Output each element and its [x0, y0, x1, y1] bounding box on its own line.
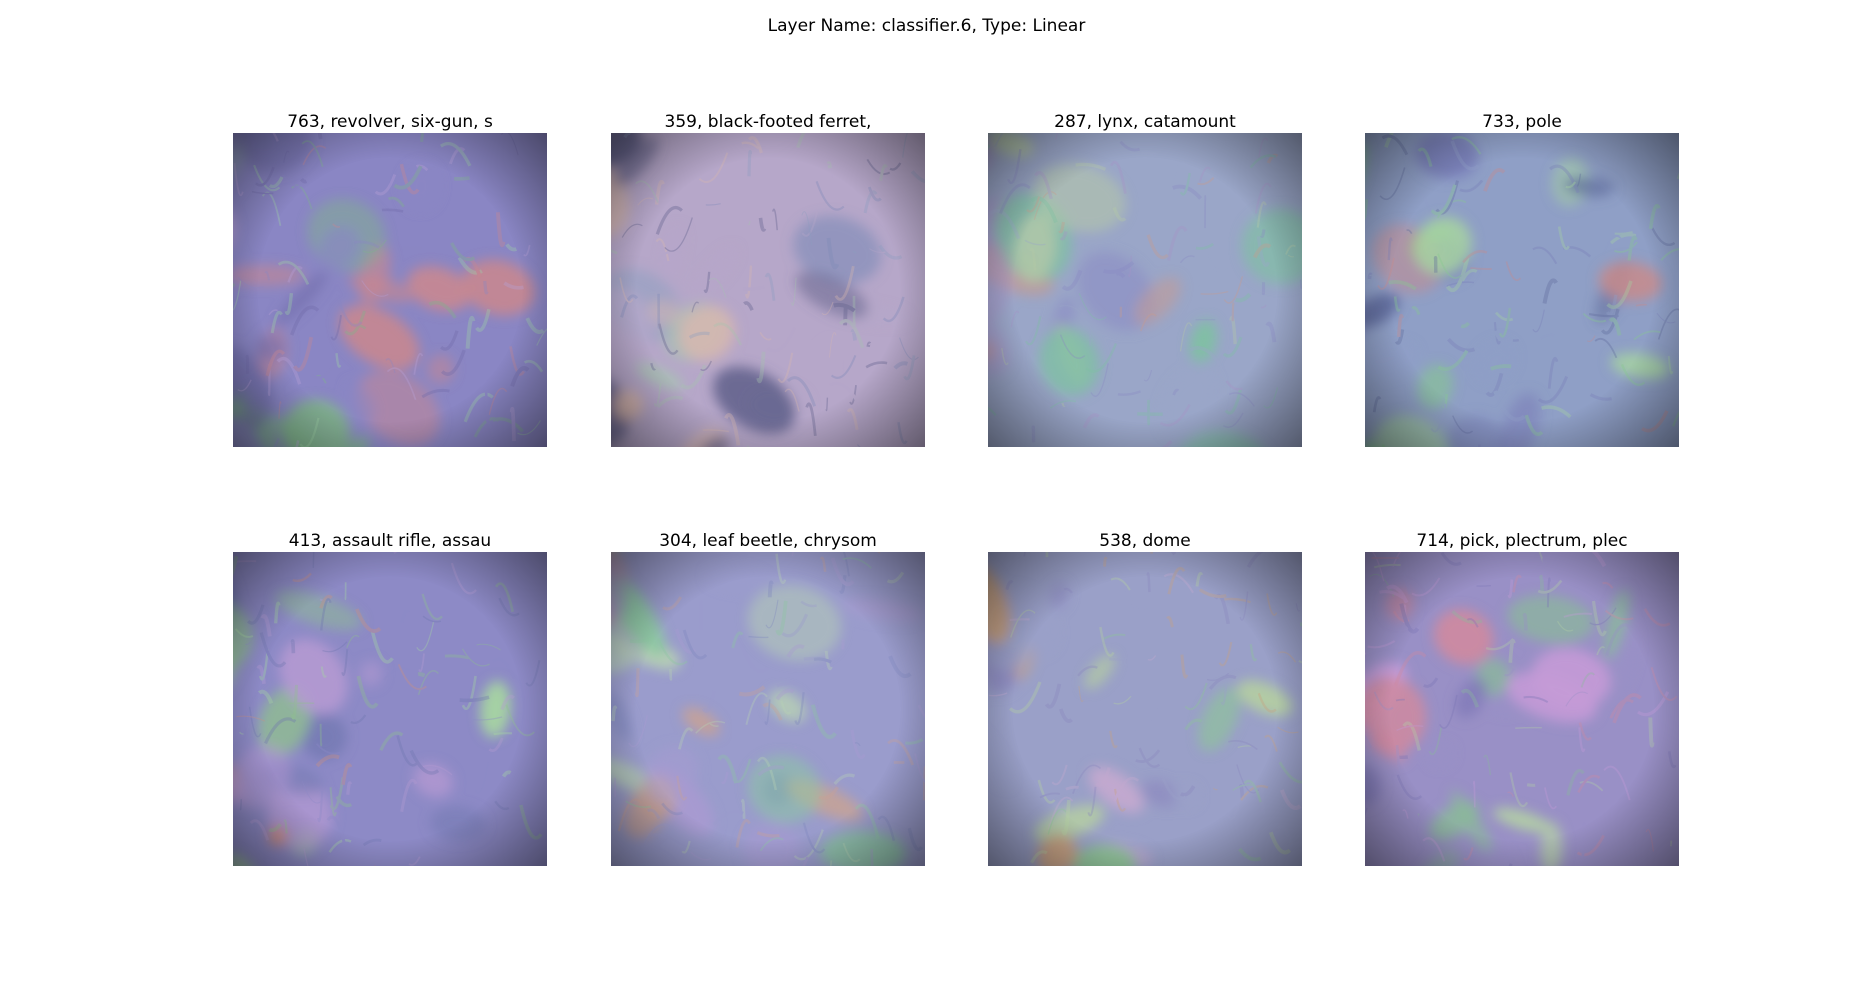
panel-title: 287, lynx, catamount	[1054, 112, 1236, 132]
panel-title: 714, pick, plectrum, plec	[1416, 531, 1628, 551]
panel-title: 763, revolver, six-gun, s	[287, 112, 493, 132]
activation-image	[611, 552, 925, 866]
panel-3: 733, pole	[1365, 111, 1679, 447]
panel-2: 287, lynx, catamount	[988, 111, 1302, 447]
activation-image	[988, 552, 1302, 866]
panel-title: 413, assault rifle, assau	[288, 531, 492, 551]
panel-6: 538, dome	[988, 530, 1302, 866]
panel-title: 538, dome	[1099, 531, 1191, 551]
panel-1: 359, black-footed ferret,	[611, 111, 925, 447]
panel-title: 304, leaf beetle, chrysom	[659, 531, 877, 551]
activation-image	[1365, 133, 1679, 447]
activation-image	[233, 133, 547, 447]
panel-7: 714, pick, plectrum, plec	[1365, 530, 1679, 866]
panel-title: 733, pole	[1482, 112, 1562, 132]
panel-title: 359, black-footed ferret,	[664, 112, 872, 132]
activation-image	[233, 552, 547, 866]
activation-image	[1365, 552, 1679, 866]
figure-title: Layer Name: classifier.6, Type: Linear	[767, 16, 1086, 36]
panel-5: 304, leaf beetle, chrysom	[611, 530, 925, 866]
panel-0: 763, revolver, six-gun, s	[233, 111, 547, 447]
activation-image	[611, 133, 925, 447]
panel-4: 413, assault rifle, assau	[233, 530, 547, 866]
activation-image	[988, 133, 1302, 447]
